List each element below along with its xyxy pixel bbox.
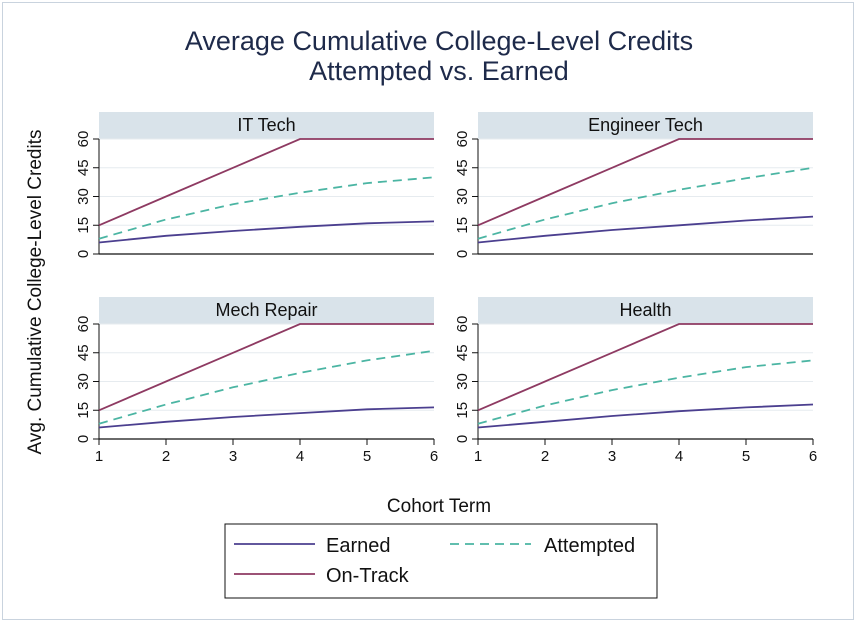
y-tick-label: 15 [75, 217, 92, 234]
y-tick-label: 60 [75, 131, 92, 148]
strip-label-mech-repair: Mech Repair [215, 300, 317, 320]
series-line-on-track-engineer-tech [477, 138, 813, 227]
series-line-attempted-mech-repair [98, 349, 435, 425]
x-tick-label: 3 [608, 448, 616, 465]
series-line-attempted-it-tech [98, 176, 435, 240]
series-line-earned-mech-repair [98, 406, 435, 429]
series-line-attempted-engineer-tech [477, 166, 814, 240]
x-tick-label: 2 [162, 448, 170, 465]
series-line-attempted-health [477, 359, 814, 425]
y-tick-label: 45 [454, 159, 471, 176]
series-line-on-track-mech-repair [98, 323, 434, 412]
series-line-on-track-health [477, 323, 813, 412]
strip-label-health: Health [619, 300, 671, 320]
panel-engineer-tech: Engineer Tech 0 15 30 45 60 [454, 112, 814, 258]
strip-label-it-tech: IT Tech [237, 115, 295, 135]
strip-health [478, 297, 813, 324]
y-tick-label: 15 [75, 402, 92, 419]
x-tick-label: 4 [296, 448, 304, 465]
strip-it-tech [99, 112, 434, 139]
y-tick-label: 30 [75, 188, 92, 205]
chart-title: Average Cumulative College-Level Credits… [185, 26, 693, 86]
strip-label-engineer-tech: Engineer Tech [588, 115, 703, 135]
x-tick-label: 1 [95, 448, 103, 465]
chart-title-line-1: Average Cumulative College-Level Credits [185, 26, 693, 56]
panel-it-tech: IT Tech 0 15 30 45 60 [75, 112, 435, 258]
legend-label-earned: Earned [326, 535, 391, 557]
x-tick-label: 2 [541, 448, 549, 465]
y-tick-label: 60 [454, 316, 471, 333]
x-tick-label: 6 [809, 448, 817, 465]
y-tick-label: 45 [454, 344, 471, 361]
x-tick-label: 5 [742, 448, 750, 465]
strip-mech-repair [99, 297, 434, 324]
x-tick-label: 4 [675, 448, 683, 465]
x-tick-label: 1 [474, 448, 482, 465]
legend-label-attempted: Attempted [544, 535, 635, 557]
x-tick-label: 5 [363, 448, 371, 465]
y-tick-label: 0 [75, 250, 92, 258]
x-axis-title: Cohort Term [387, 496, 491, 517]
series-line-on-track-it-tech [98, 138, 434, 227]
y-tick-label: 45 [75, 344, 92, 361]
y-tick-label: 60 [75, 316, 92, 333]
series-line-earned-it-tech [98, 220, 435, 244]
y-tick-label: 30 [454, 373, 471, 390]
y-tick-label: 0 [454, 435, 471, 443]
legend-label-on-track: On-Track [326, 565, 410, 587]
y-tick-label: 15 [454, 402, 471, 419]
legend-box [224, 523, 658, 599]
chart-title-line-2: Attempted vs. Earned [309, 56, 569, 86]
x-tick-label: 6 [430, 448, 438, 465]
y-tick-label: 15 [454, 217, 471, 234]
y-tick-label: 60 [454, 131, 471, 148]
series-line-earned-health [477, 403, 814, 429]
y-axis-title: Avg. Cumulative College-Level Credits [25, 130, 46, 455]
x-tick-label: 3 [229, 448, 237, 465]
legend: Earned Attempted On-Track [224, 523, 658, 599]
y-tick-label: 0 [454, 250, 471, 258]
series-line-earned-engineer-tech [477, 215, 814, 244]
y-tick-label: 30 [75, 373, 92, 390]
y-tick-label: 45 [75, 159, 92, 176]
strip-engineer-tech [478, 112, 813, 139]
y-tick-label: 0 [75, 435, 92, 443]
y-tick-label: 30 [454, 188, 471, 205]
